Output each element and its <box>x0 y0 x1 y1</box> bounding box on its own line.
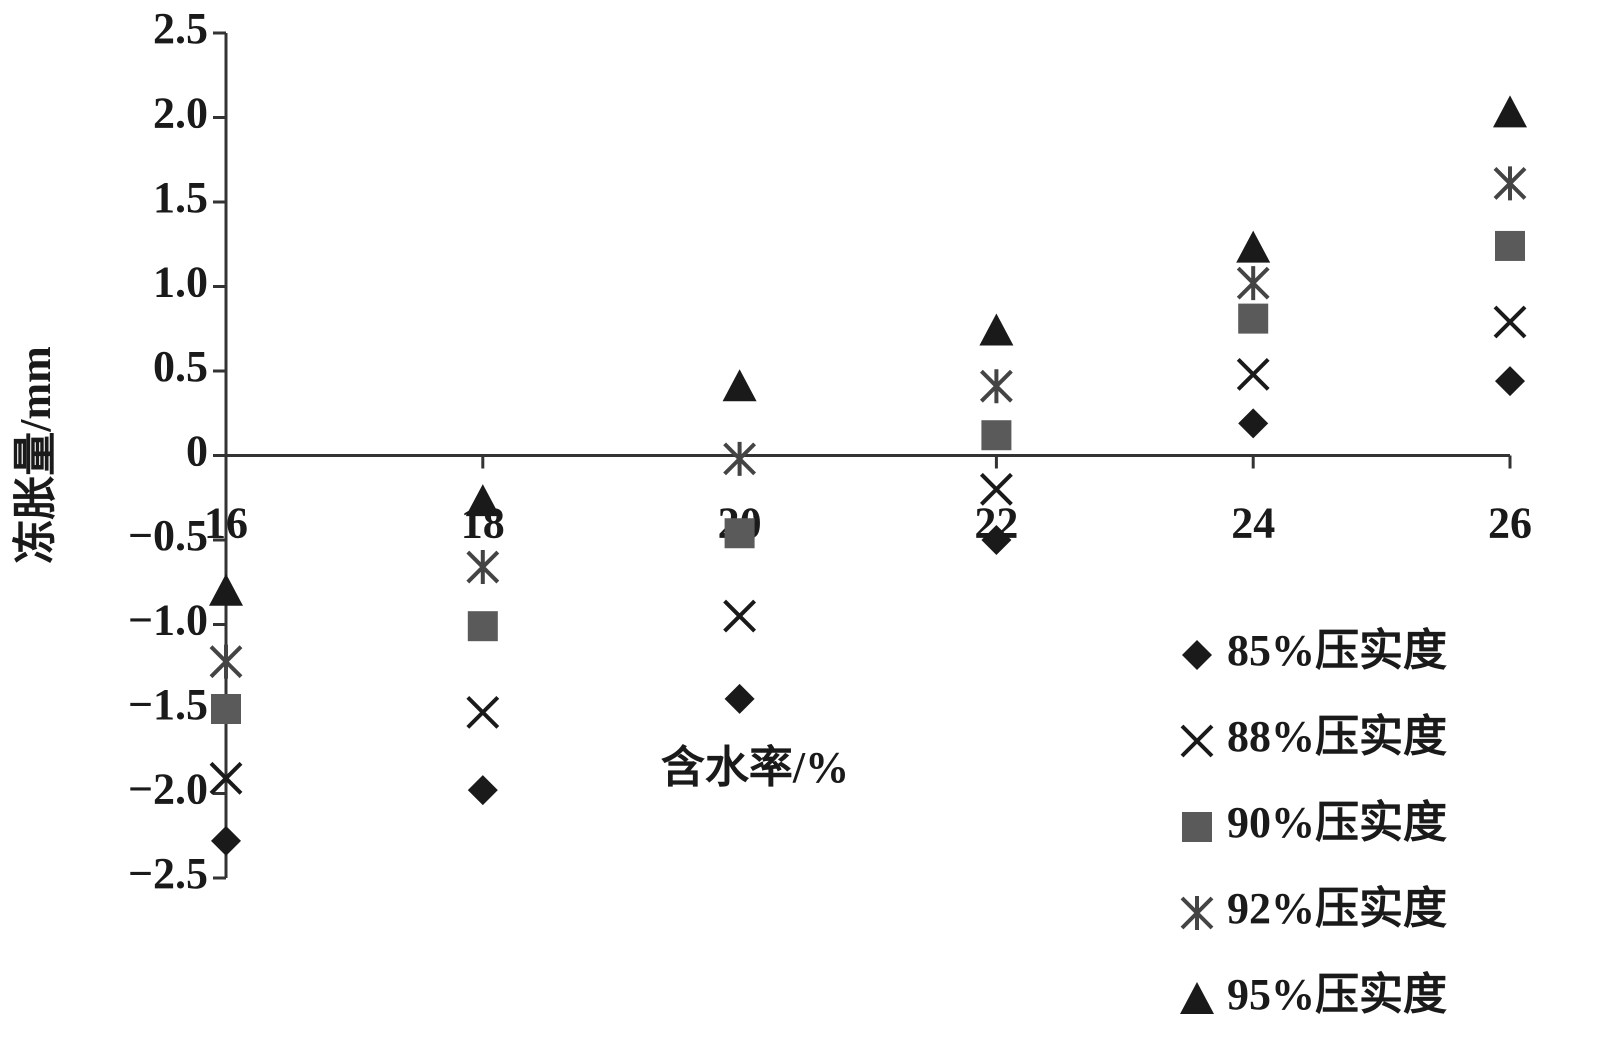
point <box>723 441 757 476</box>
point <box>981 525 1012 555</box>
y-tick-label: 0.5 <box>153 342 208 391</box>
point <box>211 825 241 856</box>
point <box>979 313 1014 346</box>
y-tick-label: 1.0 <box>153 258 208 307</box>
y-tick-label: 0 <box>186 427 208 476</box>
legend-marker <box>1182 812 1212 842</box>
y-tick-label: 2.5 <box>153 4 208 53</box>
y-tick-label: −2.0 <box>128 765 208 814</box>
legend-label: 85%压实度 <box>1227 626 1447 675</box>
point <box>722 369 757 402</box>
legend-label: 90%压实度 <box>1227 798 1447 847</box>
point <box>209 761 243 795</box>
legend-marker <box>1180 724 1214 758</box>
legend-marker <box>1180 982 1214 1014</box>
point <box>981 420 1012 451</box>
point <box>465 484 500 517</box>
legend-label: 88%压实度 <box>1227 712 1447 761</box>
point <box>466 695 500 729</box>
legend-label: 95%压实度 <box>1227 970 1447 1019</box>
y-tick-label: −1.5 <box>128 680 208 729</box>
point <box>1495 366 1525 397</box>
y-tick-label: −1.0 <box>128 596 208 645</box>
y-tick-label: −0.5 <box>128 511 208 560</box>
x-tick-label: 26 <box>1488 499 1532 548</box>
point <box>723 599 757 633</box>
point <box>979 472 1013 506</box>
point <box>1495 230 1525 261</box>
y-axis-label: 冻胀量/mm <box>11 346 60 564</box>
point <box>209 644 243 679</box>
x-axis-label: 含水率/% <box>661 743 849 792</box>
point <box>466 550 500 585</box>
point <box>724 518 755 549</box>
legend-label: 92%压实度 <box>1227 884 1447 933</box>
point <box>1493 305 1527 339</box>
point <box>1238 408 1269 439</box>
point <box>467 611 498 642</box>
point <box>1236 357 1270 391</box>
point <box>979 369 1013 404</box>
y-tick-label: 1.5 <box>153 173 208 222</box>
point <box>724 683 755 714</box>
point <box>1493 166 1527 201</box>
point <box>1238 303 1269 334</box>
point <box>209 573 243 606</box>
point <box>1236 266 1270 301</box>
legend-marker <box>1180 896 1214 930</box>
x-tick-label: 24 <box>1231 499 1275 548</box>
point <box>211 694 241 724</box>
point <box>1236 230 1271 263</box>
y-tick-label: 2.0 <box>153 89 208 138</box>
x-tick-label: 16 <box>204 499 248 548</box>
point <box>467 775 498 806</box>
legend-marker <box>1182 640 1212 670</box>
y-tick-label: −2.5 <box>128 849 208 898</box>
point <box>1493 95 1527 128</box>
